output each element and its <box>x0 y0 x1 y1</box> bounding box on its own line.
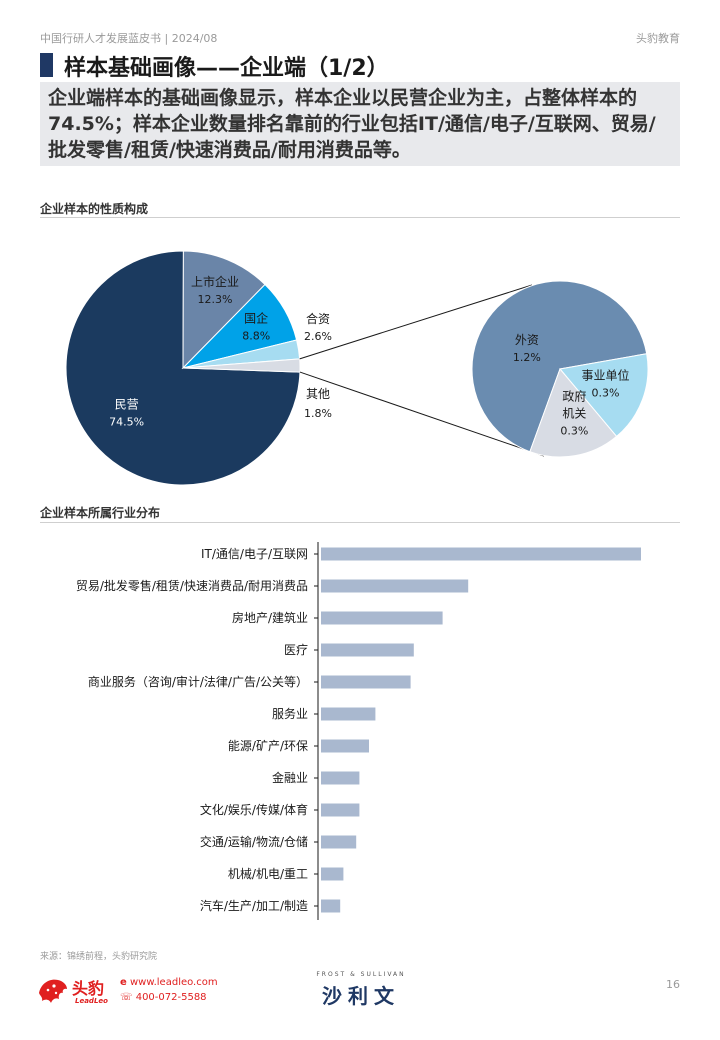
pie-slice-0 <box>65 250 301 486</box>
partner-logo-chinese: 沙利文 <box>322 984 400 1008</box>
pie-slice-4 <box>182 358 301 373</box>
pie-slice-1 <box>182 250 266 370</box>
pie-section-divider <box>40 217 680 218</box>
pie-label-0: 民营 <box>115 398 139 412</box>
phone-contact: ☏ 400-072-5588 <box>120 992 207 1003</box>
ownership-pie-chart: 民营 74.5% 上市企业 12.3% 国企 8.8% 合资 2.6% 其他 1.8% 外资 1.2%… <box>65 250 649 486</box>
breakdown-value-2: 0.3% <box>560 425 588 438</box>
bar-category-label-6: 能源/矿产/环保 <box>228 739 308 753</box>
breakdown-label-1: 事业单位 <box>581 368 629 383</box>
bar-category-label-10: 机械/机电/重工 <box>228 866 308 881</box>
bar-category-label-9: 交通/运输/物流/仓储 <box>200 834 308 849</box>
bar-section-divider <box>40 522 680 523</box>
brand-subname: LeadLeo <box>75 997 108 1005</box>
phone-icon: ☏ <box>120 992 133 1003</box>
bar-0 <box>321 547 641 561</box>
breakdown-slice-0 <box>471 280 648 453</box>
partner-logo: FROST & SULLIVAN 沙利文 <box>306 971 416 1008</box>
bar-category-label-11: 汽车/生产/加工/制造 <box>200 898 308 913</box>
pie-label-3: 合资 <box>306 311 330 326</box>
breakdown-label-0: 外资 <box>515 333 539 347</box>
website-link[interactable]: e www.leadleo.com <box>120 977 218 988</box>
bar-4 <box>321 675 411 689</box>
bar-10 <box>321 867 344 881</box>
pie-value-3: 2.6% <box>304 330 332 343</box>
summary-box: 企业端样本的基础画像显示，样本企业以民营企业为主，占整体样本的74.5%；样本企… <box>40 82 680 166</box>
bar-8 <box>321 803 360 817</box>
pie-label-2: 国企 <box>244 310 268 325</box>
bar-section-title: 企业样本所属行业分布 <box>40 506 161 520</box>
page-number: 16 <box>666 978 680 991</box>
bar-category-label-5: 服务业 <box>272 706 308 721</box>
bar-9 <box>321 835 357 849</box>
pie-section-title: 企业样本的性质构成 <box>40 202 149 216</box>
breakdown-value-1: 0.3% <box>592 387 620 400</box>
breakdown-connector-top <box>299 284 533 360</box>
website-text: www.leadleo.com <box>129 977 218 988</box>
pie-value-2: 8.8% <box>242 329 270 342</box>
phone-text: 400-072-5588 <box>135 992 207 1003</box>
brand-name: 头豹 <box>72 979 105 998</box>
bar-11 <box>321 899 341 913</box>
bar-category-label-7: 金融业 <box>272 770 308 785</box>
breakdown-label-2b: 机关 <box>562 407 586 421</box>
breakdown-slice-2 <box>529 368 618 458</box>
bar-category-label-1: 贸易/批发零售/租赁/快速消费品/耐用消费品 <box>76 578 308 593</box>
bar-category-label-2: 房地产/建筑业 <box>232 610 308 625</box>
web-icon: e <box>120 977 127 988</box>
bar-7 <box>321 771 360 785</box>
leopard-logo-icon <box>39 979 67 1003</box>
report-title-header: 中国行研人才发展蓝皮书 | 2024/08 <box>40 32 218 45</box>
bar-category-label-8: 文化/娱乐/传媒/体育 <box>200 802 308 817</box>
bar-category-label-4: 商业服务（咨询/审计/法律/广告/公关等） <box>88 674 308 689</box>
partner-logo-english: FROST & SULLIVAN <box>316 971 406 978</box>
breakdown-slice-1 <box>559 353 649 438</box>
pie-value-0: 74.5% <box>109 416 144 429</box>
pie-label-1: 上市企业 <box>191 274 239 289</box>
bar-3 <box>321 643 414 657</box>
industry-bar-chart: IT/通信/电子/互联网贸易/批发零售/租赁/快速消费品/耐用消费品房地产/建筑… <box>40 540 680 925</box>
pie-label-4: 其他 <box>306 387 330 401</box>
bar-category-label-0: IT/通信/电子/互联网 <box>201 547 308 561</box>
page-title: 样本基础画像——企业端（1/2） <box>64 56 389 81</box>
source-note: 来源：锦绣前程，头豹研究院 <box>40 952 158 962</box>
bar-category-label-3: 医疗 <box>284 643 308 657</box>
industry-bar-svg: IT/通信/电子/互联网贸易/批发零售/租赁/快速消费品/耐用消费品房地产/建筑… <box>76 542 641 920</box>
pie-value-1: 12.3% <box>198 293 233 306</box>
pie-value-4: 1.8% <box>304 407 332 420</box>
bar-5 <box>321 707 376 721</box>
bar-6 <box>321 739 369 753</box>
bar-1 <box>321 579 469 593</box>
breakdown-value-0: 1.2% <box>513 351 541 364</box>
bar-2 <box>321 611 443 625</box>
breakdown-connector-bottom <box>299 371 545 457</box>
breakdown-label-2a: 政府 <box>562 389 586 404</box>
title-accent-bar <box>40 53 53 77</box>
publisher-header: 头豹教育 <box>636 32 680 45</box>
